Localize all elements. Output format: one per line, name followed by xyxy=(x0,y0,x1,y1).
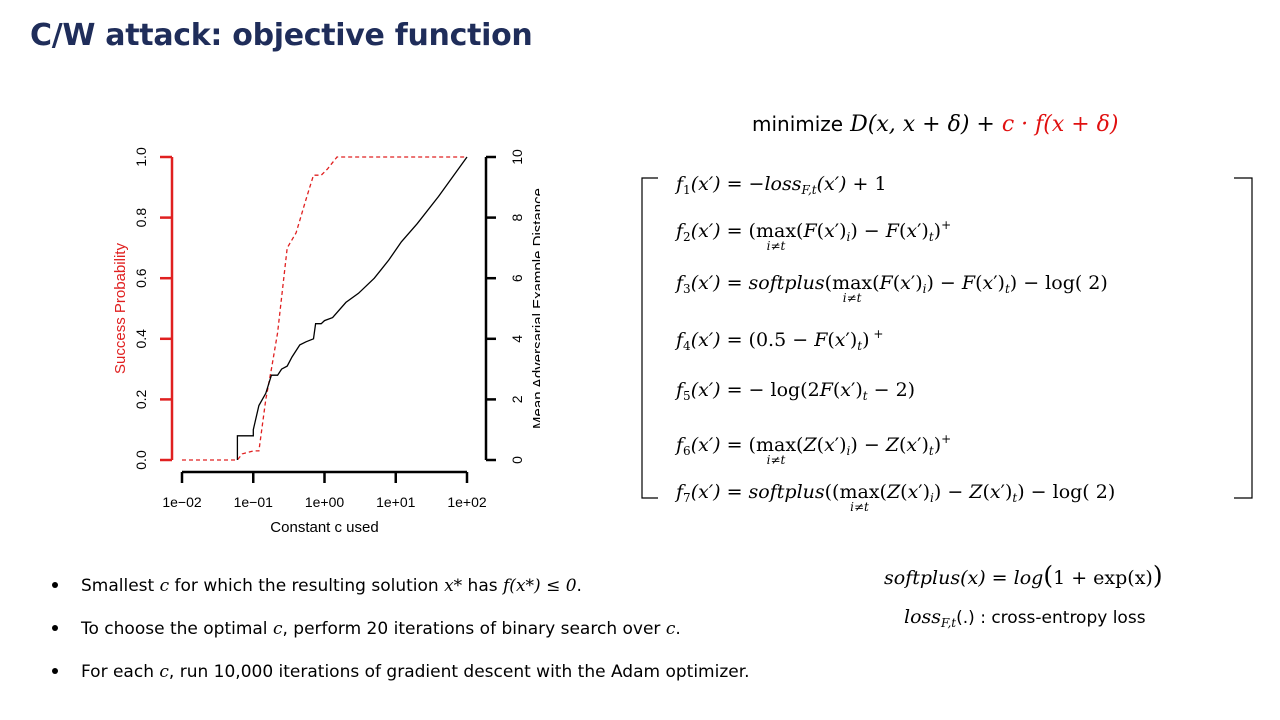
f1-equation: f1(x′) = −lossF,t(x′) + 1 xyxy=(676,173,887,197)
f4-equation: f4(x′) = (0.5 − F(x′)t) + xyxy=(676,327,884,353)
right-tick-label: 10 xyxy=(509,149,525,165)
x-tick-label: 1e+01 xyxy=(376,494,416,510)
mean-distance-line xyxy=(236,156,468,460)
f7-equation: f7(x′) = softplus((max i≠t (Z(x′)i) − Z(x′… xyxy=(676,481,1116,514)
right-tick-label: 4 xyxy=(509,335,525,343)
right-tick-label: 8 xyxy=(509,213,525,221)
right-axis-title: Mean Adversarial Example Distance xyxy=(530,188,540,429)
bullet-item: Smallest c for which the resulting solut… xyxy=(50,576,750,619)
bullet-item: For each c, run 10,000 iterations of gra… xyxy=(50,662,750,705)
left-tick-label: 1.0 xyxy=(133,147,149,167)
bullet-list: Smallest c for which the resulting solut… xyxy=(50,576,750,705)
left-tick-label: 0.0 xyxy=(133,450,149,470)
x-tick-label: 1e−02 xyxy=(162,494,202,510)
left-tick-label: 0.4 xyxy=(133,329,149,349)
f5-equation: f5(x′) = − log(2F(x′)t − 2) xyxy=(676,379,916,403)
left-tick-label: 0.6 xyxy=(133,268,149,288)
x-tick-label: 1e+00 xyxy=(305,494,345,510)
f6-equation: f6(x′) = (max i≠t (Z(x′)i) − Z(x′)t)+ xyxy=(676,432,952,467)
bullet-dot xyxy=(52,625,58,631)
x-tick-label: 1e+02 xyxy=(447,494,487,510)
right-tick-label: 6 xyxy=(509,274,525,282)
f3-equation: f3(x′) = softplus(max i≠t (F(x′)i) − F(x′)… xyxy=(676,272,1108,305)
success-probability-line xyxy=(182,156,467,461)
left-axis-title: Success Probability xyxy=(112,243,129,374)
f2-equation: f2(x′) = (max i≠t (F(x′)i) − F(x′)t)+ xyxy=(676,218,952,253)
slide-title: C/W attack: objective function xyxy=(30,18,533,53)
left-bracket xyxy=(641,177,658,499)
penalty-term: c · f(x + δ) xyxy=(1001,112,1119,137)
success-distance-chart: 0.0 0.2 0.4 0.6 0.8 1.0 Success Probability 0 2 4… xyxy=(112,147,540,536)
x-tick-label: 1e−01 xyxy=(234,494,274,510)
loss-definition: lossF,t(.) : cross-entropy loss xyxy=(904,606,1146,630)
left-tick-label: 0.8 xyxy=(133,208,149,228)
x-axis-title: Constant c used xyxy=(270,519,378,536)
distance-term: D(x, x + δ) + xyxy=(850,112,995,137)
right-tick-label: 0 xyxy=(509,456,525,464)
minimize-word: minimize xyxy=(752,112,844,136)
bullet-item: To choose the optimal c, perform 20 iter… xyxy=(50,619,750,662)
right-tick-label: 2 xyxy=(509,395,525,403)
bullet-dot xyxy=(52,582,58,588)
bullet-dot xyxy=(52,668,58,674)
right-bracket xyxy=(1234,177,1253,499)
softplus-definition: softplus(x) = log(1 + exp(x)) xyxy=(884,561,1163,590)
left-tick-label: 0.2 xyxy=(133,389,149,409)
objective-equation: minimize D(x, x + δ) + c · f(x + δ) xyxy=(752,112,1119,137)
